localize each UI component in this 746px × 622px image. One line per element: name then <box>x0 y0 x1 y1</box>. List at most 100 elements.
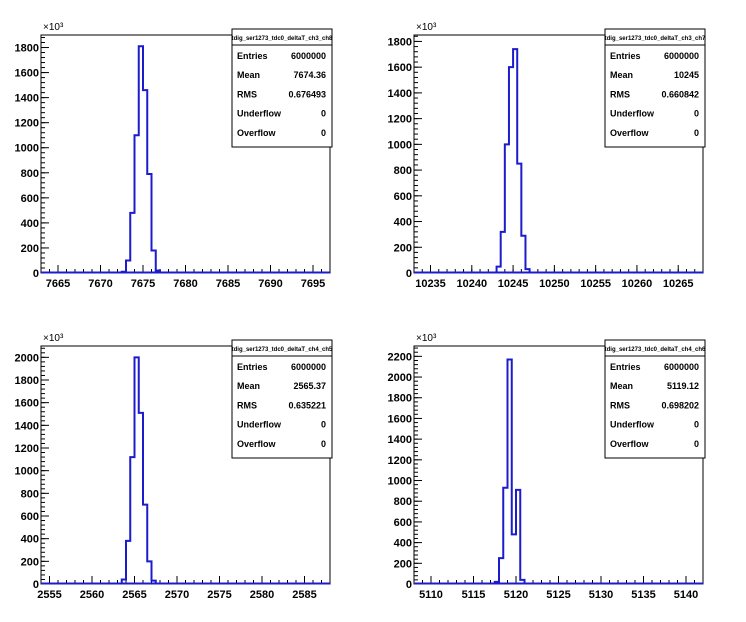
x-tick-label: 10240 <box>457 278 488 290</box>
y-tick-label: 200 <box>394 558 412 570</box>
stat-label-overflow: Overflow <box>610 439 650 449</box>
y-tick-label: 800 <box>394 496 412 508</box>
x-tick-label: 7695 <box>301 278 325 290</box>
y-tick-label: 1800 <box>15 43 39 55</box>
x-tick-label: 7675 <box>131 278 155 290</box>
x-tick-label: 5110 <box>419 589 443 601</box>
y-tick-label: 200 <box>21 556 39 568</box>
y-tick-label: 1800 <box>15 375 39 387</box>
y-exponent-label: ×10³ <box>43 22 64 33</box>
y-tick-label: 800 <box>394 165 412 177</box>
histogram-pad-4: 0 200 400 600 800 1000 1200 1400 1600 1800 2000 220… <box>388 333 707 601</box>
stat-label-rms: RMS <box>237 89 257 99</box>
x-tick-label: 5135 <box>631 589 655 601</box>
y-tick-label: 1000 <box>388 139 412 151</box>
x-tick-label: 10250 <box>539 278 570 290</box>
y-exponent-label: ×10³ <box>416 333 437 344</box>
stat-value-overflow: 0 <box>694 128 699 138</box>
stat-label-underflow: Underflow <box>610 420 655 430</box>
y-tick-label: 1400 <box>388 434 412 446</box>
x-tick-label: 2555 <box>37 589 61 601</box>
y-tick-label: 0 <box>33 268 39 280</box>
y-tick-label: 1800 <box>388 36 412 48</box>
stat-value-entries: 6000000 <box>664 362 699 372</box>
stat-label-underflow: Underflow <box>610 109 655 119</box>
histogram-title: tdig_ser1273_tdc0_deltaT_ch3_ch7 <box>605 36 706 42</box>
histogram-title: tdig_ser1273_tdc0_deltaT_ch3_ch8 <box>232 36 333 42</box>
y-tick-label: 1400 <box>15 93 39 105</box>
y-tick-label: 2000 <box>15 352 39 364</box>
y-tick-label: 1200 <box>15 443 39 455</box>
y-tick-label: 200 <box>394 242 412 254</box>
stats-box <box>231 28 333 148</box>
stat-value-entries: 6000000 <box>291 362 326 372</box>
stat-value-mean: 2565.37 <box>293 381 326 391</box>
y-tick-label: 1600 <box>15 398 39 410</box>
y-tick-label: 1400 <box>388 88 412 100</box>
stat-label-underflow: Underflow <box>237 109 282 119</box>
histogram-bars <box>120 45 161 273</box>
x-tick-label: 10265 <box>663 278 694 290</box>
stat-value-entries: 6000000 <box>664 51 699 61</box>
x-tick-label: 5140 <box>674 589 698 601</box>
histogram-bars <box>493 358 526 584</box>
x-tick-label: 10235 <box>415 278 446 290</box>
stat-label-rms: RMS <box>610 89 630 99</box>
x-tick-label: 10255 <box>580 278 611 290</box>
y-tick-label: 800 <box>21 488 39 500</box>
y-exponent-label: ×10³ <box>416 22 437 33</box>
y-tick-label: 600 <box>394 191 412 203</box>
histogram-pad-2: 0 200 400 600 800 1000 1200 1400 1600 1800 10235 10… <box>388 22 707 290</box>
stat-value-overflow: 0 <box>321 439 326 449</box>
x-tick-label: 5115 <box>462 589 486 601</box>
y-tick-label: 1000 <box>15 143 39 155</box>
stats-box <box>604 28 706 148</box>
stat-label-entries: Entries <box>237 362 268 372</box>
y-tick-label: 600 <box>21 193 39 205</box>
x-tick-label: 7690 <box>258 278 282 290</box>
y-tick-label: 1200 <box>388 455 412 467</box>
histogram-bars <box>120 356 157 584</box>
y-tick-label: 1600 <box>388 413 412 425</box>
stat-value-rms: 0.660842 <box>661 89 699 99</box>
y-tick-label: 1600 <box>388 62 412 74</box>
y-tick-label: 1000 <box>388 476 412 488</box>
y-tick-label: 200 <box>21 243 39 255</box>
y-tick-label: 0 <box>406 268 412 280</box>
stat-label-overflow: Overflow <box>237 128 277 138</box>
stat-value-mean: 10245 <box>674 70 699 80</box>
x-tick-label: 7680 <box>173 278 197 290</box>
y-exponent-label: ×10³ <box>43 333 64 344</box>
x-tick-label: 2570 <box>165 589 189 601</box>
stat-label-underflow: Underflow <box>237 420 282 430</box>
histogram-title: tdig_ser1273_tdc0_deltaT_ch4_ch5 <box>232 347 333 353</box>
y-tick-label: 800 <box>21 168 39 180</box>
y-tick-label: 2200 <box>388 351 412 363</box>
histogram-title: tdig_ser1273_tdc0_deltaT_ch4_ch6 <box>605 347 706 353</box>
stat-value-underflow: 0 <box>694 109 699 119</box>
x-tick-label: 2565 <box>122 589 146 601</box>
x-tick-label: 10260 <box>622 278 653 290</box>
x-tick-label: 5130 <box>589 589 613 601</box>
stat-value-mean: 7674.36 <box>293 70 326 80</box>
y-tick-label: 0 <box>33 579 39 591</box>
x-tick-label: 10245 <box>498 278 529 290</box>
histogram-pad-3: 0 200 400 600 800 1000 1200 1400 1600 1800 2000 255… <box>15 333 334 601</box>
y-tick-label: 400 <box>21 218 39 230</box>
y-tick-label: 1200 <box>15 118 39 130</box>
y-tick-label: 1400 <box>15 420 39 432</box>
stat-label-entries: Entries <box>610 362 641 372</box>
x-tick-label: 7685 <box>216 278 240 290</box>
x-tick-label: 7665 <box>46 278 70 290</box>
stat-label-overflow: Overflow <box>237 439 277 449</box>
x-tick-label: 5125 <box>546 589 570 601</box>
y-tick-label: 1600 <box>15 68 39 80</box>
stat-label-entries: Entries <box>237 51 268 61</box>
stat-value-underflow: 0 <box>321 109 326 119</box>
stat-label-rms: RMS <box>610 400 630 410</box>
y-tick-label: 600 <box>21 511 39 523</box>
stat-value-mean: 5119.12 <box>667 381 699 391</box>
x-tick-label: 7670 <box>88 278 112 290</box>
x-tick-label: 2560 <box>80 589 104 601</box>
